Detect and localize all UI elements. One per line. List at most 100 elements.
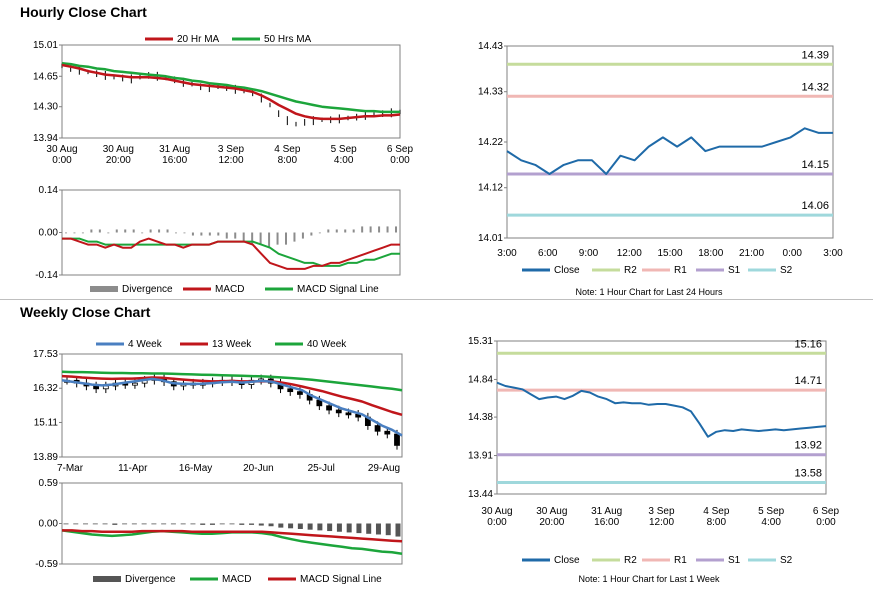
hourly-levels-x-tick-label: 21:00 bbox=[739, 248, 764, 259]
divergence-bar bbox=[112, 523, 118, 525]
hourly-levels-y-tick-label: 14.22 bbox=[478, 137, 503, 148]
legend-weekly-macd-label: MACD bbox=[222, 574, 251, 585]
hourly-levels-legend-close: Close bbox=[522, 265, 580, 276]
hourly-ma-x-tick-label-line: 6 Sep bbox=[387, 144, 414, 155]
divergence-bar bbox=[327, 523, 333, 532]
candle-body bbox=[394, 433, 400, 446]
hourly-macd-y-axis: 0.14 0.00 -0.14 bbox=[35, 185, 62, 281]
divergence-bar bbox=[98, 229, 101, 233]
divergence-bar bbox=[151, 523, 157, 525]
hourly-levels-legend-s2-label: S2 bbox=[780, 265, 793, 276]
hourly-levels-legend: Close R2 R1 S1 S2 bbox=[522, 265, 793, 276]
candle-body bbox=[132, 382, 138, 386]
hourly-levels-level-s1-label: 14.15 bbox=[801, 159, 829, 171]
weekly-levels-x-tick-label-line: 3 Sep bbox=[648, 506, 675, 517]
divergence-bar bbox=[175, 232, 177, 234]
weekly-ma-x-tick-label: 25-Jul bbox=[308, 463, 335, 474]
weekly-levels-x-tick-label-line: 4:00 bbox=[761, 517, 781, 528]
hourly-levels-legend-close-label: Close bbox=[554, 265, 580, 276]
hourly-ma-x-tick-label: 31 Aug 16:00 bbox=[159, 144, 190, 166]
hourly-macd-legend: Divergence MACD MACD Signal Line bbox=[90, 284, 379, 295]
hourly-levels-x-tick-label: 9:00 bbox=[579, 248, 599, 259]
hourly-levels-x-tick-label: 15:00 bbox=[657, 248, 682, 259]
weekly-levels-x-tick-label-line: 6 Sep bbox=[813, 506, 840, 517]
divergence-bar bbox=[200, 232, 203, 236]
divergence-bar bbox=[336, 523, 342, 532]
divergence-bar bbox=[301, 232, 304, 239]
hourly-macd-y-tick-label: 0.00 bbox=[39, 228, 59, 239]
weekly-ma-legend: 4 Week 13 Week 40 Week bbox=[96, 339, 347, 350]
hourly-levels-x-tick-label: 3:00 bbox=[497, 248, 517, 259]
weekly-macd-y-tick-label: 0.59 bbox=[39, 478, 59, 489]
hourly-ma-x-tick-label-line: 0:00 bbox=[390, 155, 410, 166]
hourly-levels-level-r2-label: 14.39 bbox=[801, 49, 829, 61]
hourly-levels-x-tick-label: 0:00 bbox=[783, 248, 803, 259]
divergence-bar bbox=[385, 523, 391, 536]
weekly-levels-legend-s1: S1 bbox=[696, 555, 741, 566]
weekly-levels-y-tick-label: 13.91 bbox=[468, 451, 493, 462]
divergence-bar bbox=[90, 229, 93, 233]
divergence-bar bbox=[242, 232, 245, 242]
hourly-levels-legend-r1: R1 bbox=[642, 265, 687, 276]
weekly-levels-legend-s2-label: S2 bbox=[780, 555, 793, 566]
divergence-bar bbox=[63, 523, 69, 525]
weekly-macd-legend: Divergence MACD MACD Signal Line bbox=[93, 574, 382, 585]
hourly-ma-x-tick-label: 5 Sep 4:00 bbox=[331, 144, 358, 166]
legend-macd-label: MACD bbox=[215, 284, 244, 295]
weekly-levels-x-tick-label: 3 Sep 12:00 bbox=[648, 506, 675, 528]
weekly-levels-x-tick-label-line: 5 Sep bbox=[758, 506, 785, 517]
divergence-bar bbox=[249, 523, 255, 525]
legend-50hr-ma-label: 50 Hrs MA bbox=[264, 34, 312, 45]
legend-weekly-macd-signal-label: MACD Signal Line bbox=[300, 574, 382, 585]
weekly-levels-legend-r2: R2 bbox=[592, 555, 637, 566]
weekly-levels-y-tick-label: 15.31 bbox=[468, 336, 493, 347]
weekly-levels-x-tick-label: 31 Aug 16:00 bbox=[591, 506, 622, 528]
divergence-bar bbox=[268, 232, 271, 248]
legend-4-week-label: 4 Week bbox=[128, 339, 163, 350]
legend-weekly-macd: MACD bbox=[190, 574, 251, 585]
divergence-bar bbox=[366, 523, 372, 534]
candle-body bbox=[374, 425, 381, 432]
weekly-levels-close-line bbox=[496, 381, 827, 438]
hourly-ma-x-tick-label-line: 12:00 bbox=[218, 155, 243, 166]
divergence-bar bbox=[310, 232, 313, 236]
weekly-ma-x-tick-label: 16-May bbox=[179, 463, 212, 474]
hourly-macd-line bbox=[62, 237, 400, 270]
hourly-levels-legend-s1-label: S1 bbox=[728, 265, 741, 276]
divergence-bar bbox=[217, 232, 220, 236]
weekly-levels-y-tick-label: 13.44 bbox=[468, 489, 493, 500]
hourly-ma-x-tick-label: 3 Sep 12:00 bbox=[218, 144, 245, 166]
weekly-levels-x-tick-label: 4 Sep 8:00 bbox=[703, 506, 730, 528]
hourly-ma-y-axis: 15.01 14.65 14.30 13.94 bbox=[33, 40, 62, 144]
weekly-levels-legend-r2-label: R2 bbox=[624, 555, 637, 566]
weekly-levels-x-tick-label-line: 0:00 bbox=[816, 517, 836, 528]
weekly-ma-plot-frame bbox=[61, 353, 403, 458]
hourly-ma-x-tick-label-line: 20:00 bbox=[106, 155, 131, 166]
candle-body bbox=[297, 391, 303, 395]
weekly-levels-legend-close-label: Close bbox=[554, 555, 580, 566]
divergence-bar bbox=[258, 523, 264, 526]
legend-20hr-ma-label: 20 Hr MA bbox=[177, 34, 220, 45]
hourly-ma-50-line bbox=[61, 62, 400, 114]
hourly-ma-x-tick-label: 4 Sep 8:00 bbox=[274, 144, 301, 166]
legend-macd-signal: MACD Signal Line bbox=[265, 284, 379, 295]
hourly-section-title: Hourly Close Chart bbox=[20, 4, 147, 20]
weekly-levels-legend-s1-label: S1 bbox=[728, 555, 741, 566]
divergence-bar bbox=[278, 523, 284, 528]
weekly-section-title: Weekly Close Chart bbox=[20, 304, 151, 320]
divergence-bar bbox=[219, 523, 225, 525]
divergence-bar bbox=[395, 523, 401, 537]
weekly-levels-level-r2-label: 15.16 bbox=[794, 338, 822, 350]
hourly-ma-x-tick-label-line: 30 Aug bbox=[46, 144, 77, 155]
divergence-bar bbox=[225, 232, 228, 239]
weekly-ma-40-line bbox=[61, 370, 403, 392]
hourly-ma-x-tick-label-line: 0:00 bbox=[52, 155, 72, 166]
weekly-ma-y-axis: 17.53 16.32 15.11 13.89 bbox=[33, 349, 62, 463]
hourly-macd-y-tick-label: 0.14 bbox=[39, 185, 59, 196]
divergence-bar bbox=[166, 229, 169, 233]
weekly-levels-x-tick-label-line: 31 Aug bbox=[591, 506, 622, 517]
hourly-ma-x-tick-label-line: 16:00 bbox=[162, 155, 187, 166]
divergence-bar bbox=[107, 232, 110, 234]
weekly-ma-y-tick-label: 15.11 bbox=[34, 417, 59, 428]
